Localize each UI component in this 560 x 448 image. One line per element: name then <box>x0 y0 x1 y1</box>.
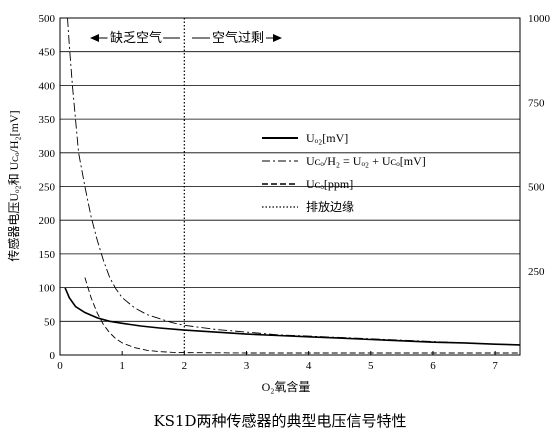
legend-label-uco-h2: Uᴄₒ/H₂ = Uₒ₂ + Uᴄₒ[mV] <box>306 154 426 168</box>
series-lines <box>64 17 521 354</box>
grid-lines <box>60 17 520 356</box>
chart-title: KS1D两种传感器的典型电压信号特性 <box>153 412 407 430</box>
series-line-1 <box>67 17 521 346</box>
annotation-right-label: 空气过剩 <box>212 30 264 45</box>
series-line-2 <box>84 277 520 354</box>
y-tick-label: 100 <box>39 283 56 295</box>
y-tick-label: 400 <box>39 80 56 92</box>
x-axis-label: O₂氧含量 <box>262 379 311 394</box>
y-tick-label: 50 <box>44 316 56 328</box>
y-tick-label: 150 <box>39 249 56 261</box>
y-tick-label: 300 <box>39 148 56 160</box>
series-line-0 <box>64 287 521 346</box>
y2-tick-label: 750 <box>528 97 545 109</box>
y2-tick-label: 250 <box>528 266 545 278</box>
legend-label-uco: Uᴄₒ[ppm] <box>306 177 353 191</box>
plot-frame <box>59 17 521 356</box>
y-tick-label: 350 <box>39 114 56 126</box>
y-tick-label: 200 <box>39 215 56 227</box>
annotation-left: 缺乏空气 <box>90 27 180 48</box>
y-tick-label: 450 <box>39 47 56 59</box>
y2-tick-label: 1000 <box>528 13 551 25</box>
y-tick-label: 500 <box>39 13 56 25</box>
y-axis-label: 传感器电压Uₒ₂和 Uᴄₒ/H₂[mV] <box>6 110 21 261</box>
legend-label-boundary: 排放边缘 <box>306 199 354 214</box>
y2-tick-label: 500 <box>528 182 545 194</box>
y-tick-label: 0 <box>50 350 56 362</box>
x-tick-label: 2 <box>182 360 188 372</box>
annotation-left-label: 缺乏空气 <box>110 30 162 45</box>
axis-ticks: 0501001502002503003504004505002505007501… <box>39 13 551 372</box>
x-tick-label: 5 <box>368 360 374 372</box>
legend: Uₒ₂[mV] Uᴄₒ/H₂ = Uₒ₂ + Uᴄₒ[mV] Uᴄₒ[ppm] … <box>262 131 426 214</box>
x-tick-label: 0 <box>57 360 63 372</box>
y-tick-label: 250 <box>39 182 56 194</box>
x-tick-label: 6 <box>430 360 436 372</box>
x-tick-label: 1 <box>119 360 125 372</box>
x-tick-label: 7 <box>492 360 498 372</box>
legend-label-uo2: Uₒ₂[mV] <box>306 131 348 145</box>
x-tick-label: 3 <box>244 360 250 372</box>
annotation-right: 空气过剩 <box>192 27 282 48</box>
x-tick-label: 4 <box>306 360 312 372</box>
